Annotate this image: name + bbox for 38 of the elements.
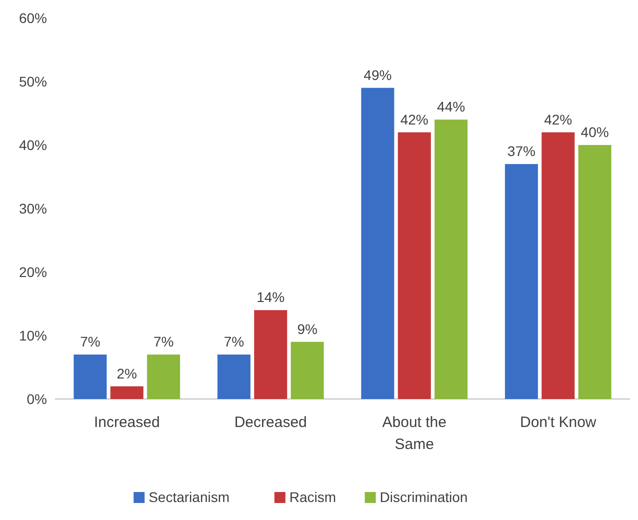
bar	[147, 354, 180, 399]
y-tick-label: 40%	[18, 137, 47, 153]
bar	[504, 164, 538, 399]
bar	[361, 88, 394, 399]
data-label: 9%	[297, 320, 318, 337]
data-label: 44%	[437, 98, 466, 115]
bar	[290, 342, 324, 399]
data-label: 14%	[256, 289, 285, 306]
data-label: 37%	[507, 143, 536, 160]
data-label: 7%	[153, 334, 174, 350]
bar	[434, 120, 468, 399]
data-label: 7%	[80, 334, 100, 350]
y-tick-label: 0%	[26, 391, 47, 407]
data-label: 42%	[400, 111, 428, 128]
legend-label: Sectarianism	[148, 489, 230, 505]
x-tick-label: About the Same	[382, 414, 446, 453]
data-label: 7%	[224, 334, 244, 350]
x-tick-label: Decreased	[234, 414, 307, 431]
bar	[578, 145, 612, 399]
y-tick-label: 50%	[18, 74, 47, 90]
bar	[217, 354, 250, 399]
x-tick-label: Increased	[94, 414, 160, 431]
data-label: 40%	[580, 124, 609, 140]
data-label: 42%	[544, 111, 572, 128]
y-tick-label: 30%	[18, 200, 47, 216]
bar	[110, 386, 144, 399]
data-label: 49%	[364, 66, 392, 83]
legend-label: Discrimination	[380, 489, 468, 505]
legend-label: Racism	[289, 489, 336, 505]
y-tick-label: 10%	[18, 328, 47, 344]
bar	[542, 132, 575, 399]
bar	[74, 354, 107, 399]
y-tick-label: 20%	[18, 264, 47, 280]
data-label: 2%	[116, 365, 137, 382]
bar	[254, 310, 288, 399]
y-tick-label: 60%	[18, 10, 47, 26]
x-tick-label: Don't Know	[520, 414, 596, 431]
bar	[398, 132, 431, 399]
